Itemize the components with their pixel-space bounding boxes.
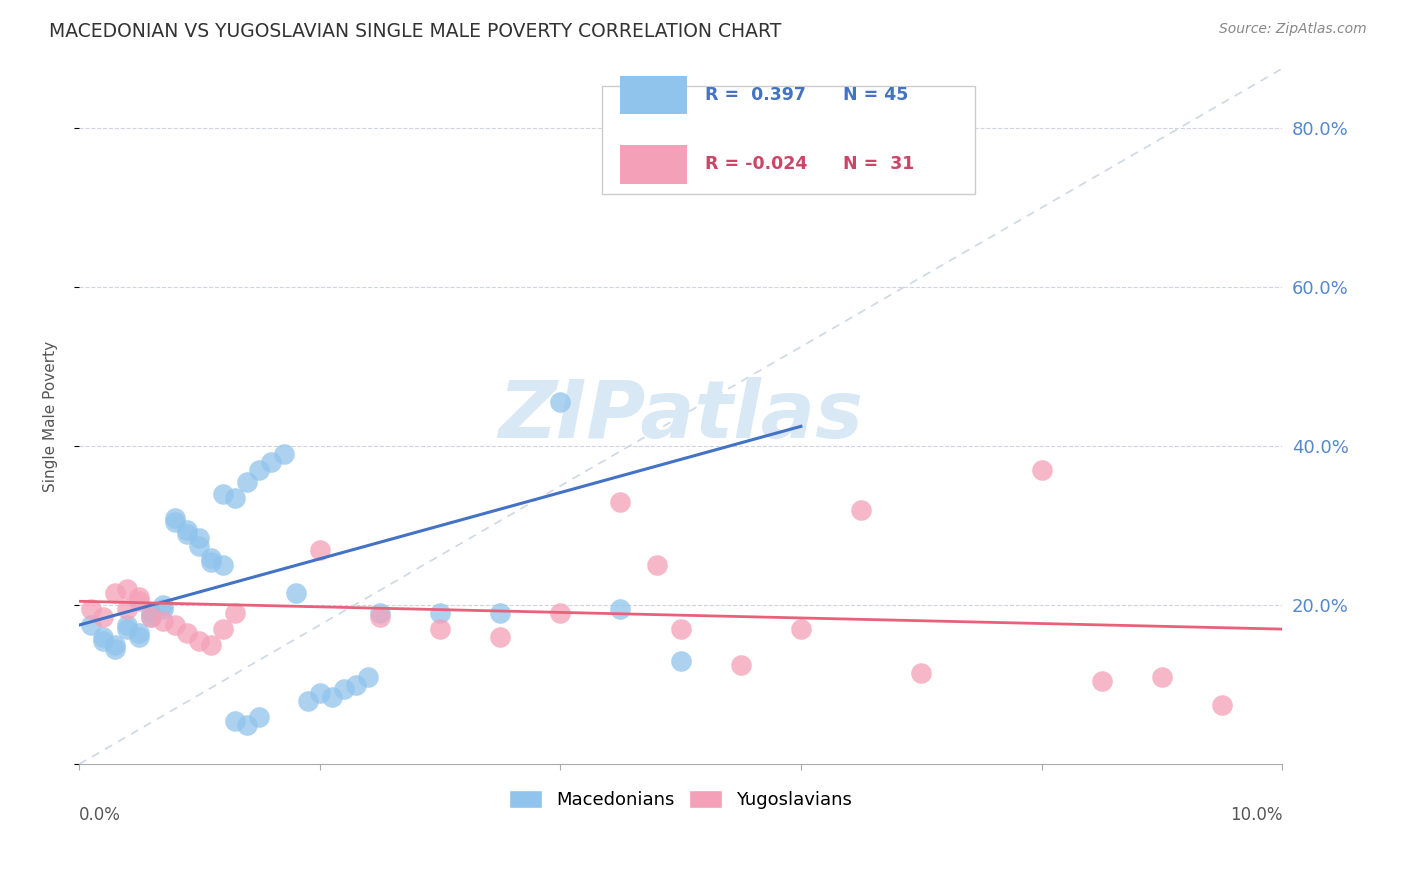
Point: [344, 678, 367, 692]
Point: [128, 594, 150, 608]
Point: [80, 602, 103, 616]
Point: [91, 610, 114, 624]
Point: [236, 717, 259, 731]
Point: [188, 634, 211, 648]
Point: [104, 586, 127, 600]
Text: R = -0.024: R = -0.024: [704, 155, 807, 173]
Point: [609, 602, 631, 616]
Point: [115, 602, 138, 616]
Point: [91, 634, 114, 648]
Point: [1150, 670, 1173, 684]
Point: [224, 714, 246, 728]
Point: [200, 550, 222, 565]
Text: ZIPatlas: ZIPatlas: [498, 377, 863, 456]
Point: [200, 638, 222, 652]
Point: [141, 610, 163, 624]
Point: [176, 523, 198, 537]
Point: [152, 614, 174, 628]
Point: [790, 622, 813, 636]
Point: [368, 610, 391, 624]
Y-axis label: Single Male Poverty: Single Male Poverty: [44, 341, 58, 492]
Point: [212, 622, 235, 636]
Text: MACEDONIAN VS YUGOSLAVIAN SINGLE MALE POVERTY CORRELATION CHART: MACEDONIAN VS YUGOSLAVIAN SINGLE MALE PO…: [49, 22, 782, 41]
Point: [188, 531, 211, 545]
FancyBboxPatch shape: [602, 86, 976, 194]
Point: [165, 515, 187, 529]
Point: [284, 586, 307, 600]
Point: [128, 630, 150, 644]
Point: [321, 690, 343, 704]
Point: [308, 542, 330, 557]
Point: [357, 670, 380, 684]
Point: [730, 657, 752, 672]
Point: [128, 626, 150, 640]
Legend: Macedonians, Yugoslavians: Macedonians, Yugoslavians: [503, 784, 858, 814]
FancyBboxPatch shape: [620, 145, 686, 184]
Point: [910, 665, 932, 680]
Point: [489, 606, 512, 620]
Point: [332, 681, 354, 696]
Text: N =  31: N = 31: [844, 155, 914, 173]
Point: [224, 491, 246, 505]
Text: R =  0.397: R = 0.397: [704, 86, 806, 103]
Text: 0.0%: 0.0%: [79, 806, 121, 824]
Point: [297, 693, 319, 707]
Point: [141, 610, 163, 624]
Point: [489, 630, 512, 644]
Point: [645, 558, 668, 573]
Text: N = 45: N = 45: [844, 86, 908, 103]
Point: [849, 503, 872, 517]
Point: [176, 526, 198, 541]
Point: [669, 622, 692, 636]
Point: [273, 447, 295, 461]
Point: [165, 510, 187, 524]
Point: [115, 582, 138, 597]
Point: [260, 455, 283, 469]
Point: [429, 606, 451, 620]
Point: [80, 618, 103, 632]
Point: [128, 591, 150, 605]
Point: [1031, 463, 1053, 477]
Point: [200, 554, 222, 568]
Point: [165, 618, 187, 632]
Point: [152, 599, 174, 613]
Point: [249, 463, 271, 477]
Point: [730, 121, 752, 136]
FancyBboxPatch shape: [620, 76, 686, 114]
Point: [1091, 673, 1114, 688]
Point: [212, 487, 235, 501]
Point: [104, 638, 127, 652]
Text: 10.0%: 10.0%: [1230, 806, 1282, 824]
Point: [176, 626, 198, 640]
Point: [104, 642, 127, 657]
Point: [236, 475, 259, 489]
Point: [115, 618, 138, 632]
Point: [669, 654, 692, 668]
Point: [212, 558, 235, 573]
Point: [548, 606, 571, 620]
Point: [224, 606, 246, 620]
Text: Source: ZipAtlas.com: Source: ZipAtlas.com: [1219, 22, 1367, 37]
Point: [152, 602, 174, 616]
Point: [91, 630, 114, 644]
Point: [249, 709, 271, 723]
Point: [429, 622, 451, 636]
Point: [368, 606, 391, 620]
Point: [115, 622, 138, 636]
Point: [308, 686, 330, 700]
Point: [548, 395, 571, 409]
Point: [1211, 698, 1233, 712]
Point: [609, 495, 631, 509]
Point: [188, 539, 211, 553]
Point: [141, 606, 163, 620]
